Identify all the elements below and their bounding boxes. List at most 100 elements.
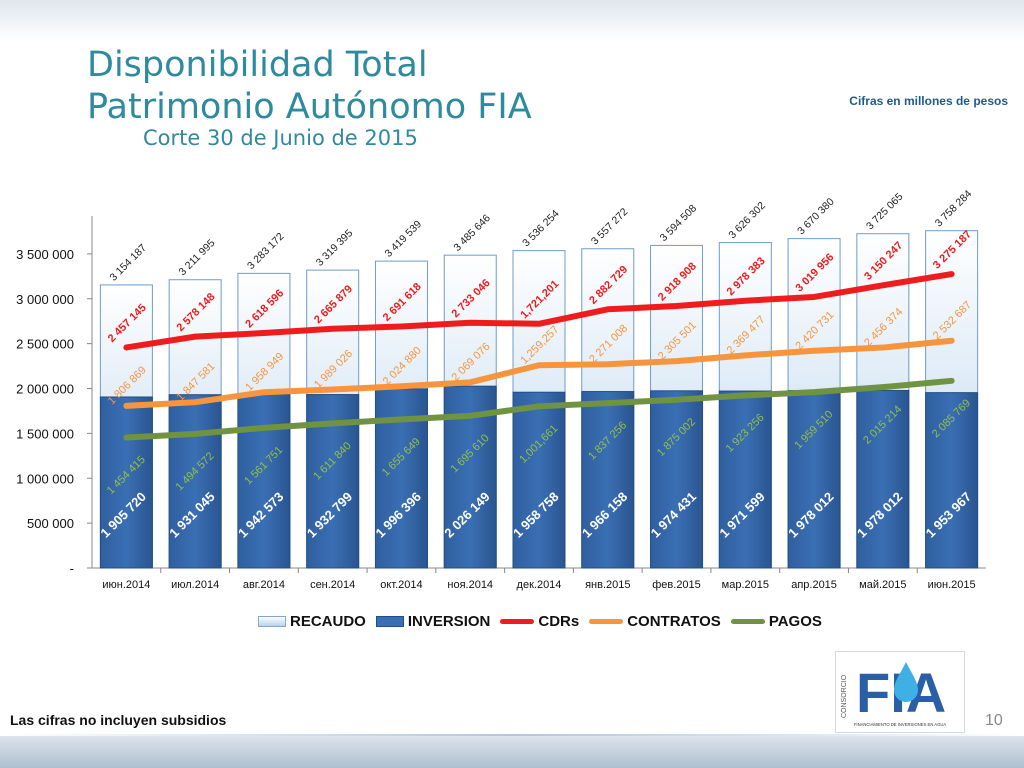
data-label-recaudo: 3 557 272 xyxy=(589,206,631,248)
point-cdrs xyxy=(332,328,334,330)
point-pagos xyxy=(332,422,334,424)
fia-logo-graphic: CONSORCIO FIA FINANCIAMIENTO DE INVERSIO… xyxy=(836,652,947,732)
point-cdrs xyxy=(882,284,884,286)
legend-item-contratos: CONTRATOS xyxy=(589,613,721,630)
title-line-2: Patrimonio Autónomo FIA xyxy=(87,87,532,127)
point-contratos xyxy=(538,364,540,366)
point-pagos xyxy=(125,436,127,438)
point-contratos xyxy=(469,381,471,383)
fia-logo: CONSORCIO FIA FINANCIAMIENTO DE INVERSIO… xyxy=(835,651,965,733)
x-tick-label: апр.2015 xyxy=(791,579,837,591)
point-pagos xyxy=(813,391,815,393)
point-cdrs xyxy=(538,323,540,325)
point-contratos xyxy=(607,363,609,365)
point-pagos xyxy=(194,433,196,435)
bar-inversion xyxy=(718,390,772,569)
bar-inversion xyxy=(650,390,704,569)
chart: - 500 000 1 000 000 1 500 000 2 000 000 2 500… xyxy=(16,188,986,591)
data-label-recaudo: 3 758 284 xyxy=(933,188,975,230)
page-number: 10 xyxy=(985,712,1003,729)
x-tick-label: окт.2014 xyxy=(380,579,422,591)
x-tick-label: июл.2014 xyxy=(171,579,219,591)
point-contratos xyxy=(194,401,196,403)
footer-note: Las cifras no incluyen subsidios xyxy=(10,712,227,728)
legend-label-inversion: INVERSION xyxy=(407,612,491,630)
chart-legend: RECAUDO INVERSION CDRs CONTRATOS PAGOS xyxy=(258,609,832,633)
point-pagos xyxy=(400,418,402,420)
point-pagos xyxy=(951,380,953,382)
legend-swatch-pagos xyxy=(730,618,765,624)
page-title: Disponibilidad Total Patrimonio Autónomo… xyxy=(87,44,532,128)
legend-label-cdrs: CDRs xyxy=(538,612,580,630)
legend-item-pagos: PAGOS xyxy=(730,612,822,630)
point-cdrs xyxy=(125,346,127,348)
x-tick-label: ноя.2014 xyxy=(447,579,493,591)
logo-side-text: CONSORCIO xyxy=(841,674,848,718)
data-label-recaudo: 3 626 302 xyxy=(726,200,768,242)
point-contratos xyxy=(882,347,884,349)
point-contratos xyxy=(951,340,953,342)
legend-label-contratos: CONTRATOS xyxy=(627,612,721,630)
x-tick-label: июн.2014 xyxy=(102,579,150,591)
point-contratos xyxy=(676,360,678,362)
bar-inversion xyxy=(787,389,841,569)
y-tick-label: 500 000 xyxy=(27,516,74,531)
legend-item-cdrs: CDRs xyxy=(500,613,579,630)
data-label-recaudo: 3 419 539 xyxy=(383,218,425,260)
bar-inversion xyxy=(512,391,566,569)
point-pagos xyxy=(469,415,471,417)
point-cdrs xyxy=(744,300,746,302)
point-cdrs xyxy=(194,336,196,338)
y-tick-label: 3 500 000 xyxy=(16,247,74,262)
bottom-bar xyxy=(0,736,1024,768)
top-gradient xyxy=(0,0,1024,40)
point-cdrs xyxy=(400,325,402,327)
data-label-recaudo: 3 319 395 xyxy=(314,227,356,269)
data-label-recaudo: 3 485 646 xyxy=(451,212,493,254)
point-pagos xyxy=(263,427,265,429)
legend-swatch-recaudo xyxy=(258,615,286,627)
x-tick-label: янв.2015 xyxy=(585,579,630,591)
data-label-recaudo: 3 536 254 xyxy=(520,208,562,250)
bar-inversion xyxy=(925,392,979,569)
point-contratos xyxy=(263,391,265,393)
data-label-recaudo: 3 154 187 xyxy=(108,242,150,284)
y-tick-label: 2 000 000 xyxy=(16,382,74,397)
x-tick-label: дек.2014 xyxy=(517,579,562,591)
legend-swatch-cdrs xyxy=(500,618,535,624)
page-subtitle: Corte 30 de Junio de 2015 xyxy=(143,126,418,150)
legend-item-recaudo: RECAUDO xyxy=(258,613,366,630)
point-pagos xyxy=(744,394,746,396)
point-pagos xyxy=(676,399,678,401)
y-tick-label: 3 000 000 xyxy=(16,292,74,307)
legend-label-pagos: PAGOS xyxy=(768,612,822,630)
data-label-recaudo: 3 725 065 xyxy=(864,191,906,233)
data-label-recaudo: 3 670 380 xyxy=(795,196,837,238)
legend-item-inversion: INVERSION xyxy=(375,612,491,630)
point-pagos xyxy=(607,402,609,404)
x-tick-label: мар.2015 xyxy=(722,579,769,591)
legend-label-recaudo: RECAUDO xyxy=(290,612,366,630)
y-tick-label: 2 500 000 xyxy=(16,337,74,352)
x-tick-label: авг.2014 xyxy=(243,579,285,591)
bar-inversion xyxy=(99,396,153,569)
legend-swatch-contratos xyxy=(589,618,624,624)
point-cdrs xyxy=(813,296,815,298)
y-tick-label: - xyxy=(70,561,74,576)
point-pagos xyxy=(538,405,540,407)
logo-tagline: FINANCIAMIENTO DE INVERSIONES EN AGUA xyxy=(854,722,947,727)
title-line-1: Disponibilidad Total xyxy=(87,45,428,85)
data-label-recaudo: 3 594 508 xyxy=(658,202,700,244)
point-cdrs xyxy=(951,273,953,275)
data-label-recaudo: 3 283 172 xyxy=(245,230,287,272)
units-note: Cifras en millones de pesos xyxy=(849,94,1008,108)
x-tick-label: июн.2015 xyxy=(928,579,976,591)
point-cdrs xyxy=(676,305,678,307)
bar-inversion xyxy=(237,393,291,569)
water-drop-icon xyxy=(894,662,918,702)
x-tick-label: май.2015 xyxy=(859,579,906,591)
point-contratos xyxy=(332,388,334,390)
legend-swatch-inversion xyxy=(375,615,404,627)
point-cdrs xyxy=(263,332,265,334)
